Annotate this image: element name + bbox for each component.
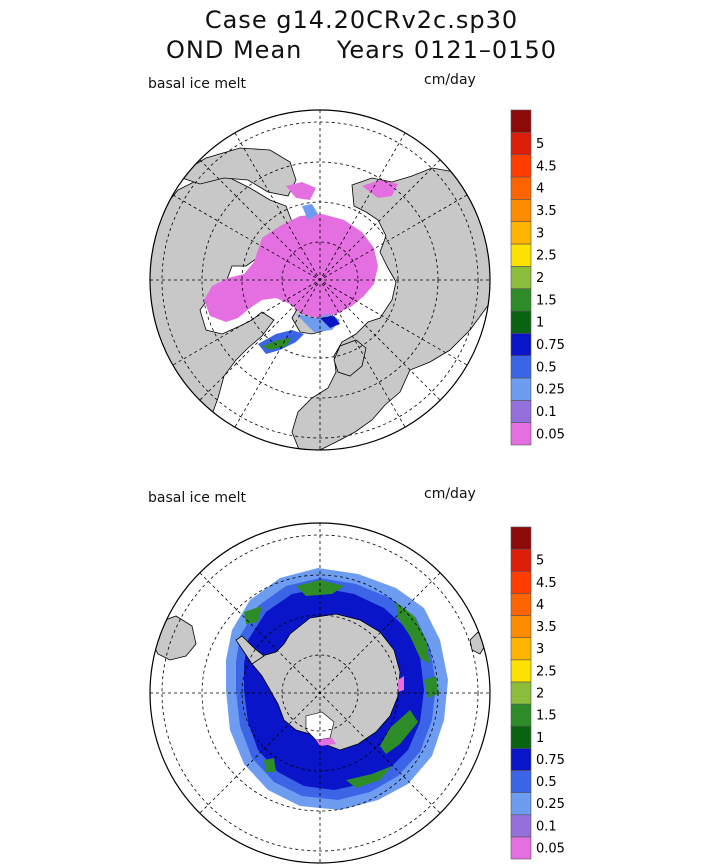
north-colorbar-swatch: [510, 333, 532, 356]
north-colorbar-label: 4: [536, 182, 544, 197]
south-colorbar-label: 3.5: [536, 620, 557, 635]
north-colorbar-swatch: [510, 377, 532, 401]
north-colorbar-label: 2: [536, 271, 544, 286]
figure-title-line2: OND Mean Years 0121–0150: [166, 36, 557, 64]
north-colorbar-swatch: [510, 132, 532, 155]
south-melt-wilkes-green: [380, 710, 418, 754]
north-melt-chukchi: [362, 180, 398, 198]
north-colorbar-label: 0.05: [536, 427, 565, 442]
south-colorbar-label: 1.5: [536, 709, 557, 724]
south-colorbar-swatch: [510, 659, 532, 683]
north-melt-okhotsk: [302, 204, 318, 220]
south-graticule: [150, 523, 490, 863]
south-colorbar-swatch: [510, 792, 532, 816]
south-colorbar-label: 5: [536, 554, 544, 569]
north-colorbar-swatch: [510, 266, 532, 289]
north-colorbar-label: 0.75: [536, 338, 565, 353]
north-land-scandinavia: [333, 339, 367, 377]
north-colorbar-swatch: [510, 176, 532, 200]
south-colorbar-swatch: [510, 814, 532, 838]
north-colorbar-label: 1: [536, 316, 544, 331]
south-map-boundary: [149, 522, 491, 864]
south-colorbar-label: 3: [536, 642, 544, 657]
south-colorbar-label: 1: [536, 731, 544, 746]
south-colorbar-label: 4.5: [536, 576, 557, 591]
north-graticule: [150, 110, 490, 450]
north-colorbar-swatch: [510, 355, 532, 379]
north-colorbar-swatch: [510, 243, 532, 267]
south-colorbar-swatch: [510, 725, 532, 749]
south-colorbar-swatch: [510, 637, 532, 661]
south-melt-weddell-green: [296, 580, 344, 596]
south-colorbar: 0.05 0.1 0.25 0.5 0.75 1 1.5 2 2.5 3 3.5 4 4.5 5: [510, 526, 565, 860]
south-colorbar-swatch: [510, 570, 532, 594]
south-colorbar-swatch: [510, 548, 532, 572]
south-melt-amundsen-green: [264, 758, 276, 772]
south-colorbar-swatch: [510, 681, 532, 705]
south-colorbar-label: 0.05: [536, 841, 565, 856]
north-colorbar-label: 2.5: [536, 249, 557, 264]
south-colorbar-label: 2.5: [536, 664, 557, 679]
south-melt-bellingshausen-green: [244, 606, 262, 624]
north-colorbar-label: 0.5: [536, 360, 557, 375]
south-land-antarctic-peninsula: [235, 635, 265, 665]
north-colorbar: 0.05 0.1 0.25 0.5 0.75 1 1.5 2 2.5 3 3.5 4 4.5 5: [510, 109, 565, 446]
south-shelf-edge-pink: [316, 738, 336, 746]
south-colorbar-label: 0.5: [536, 775, 557, 790]
south-polar-map: [149, 522, 491, 864]
north-colorbar-label: 3: [536, 226, 544, 241]
south-units-label: cm/day: [424, 486, 476, 502]
north-polar-map: [149, 109, 491, 451]
north-melt-central-arctic: [204, 214, 378, 322]
south-shelf-edge-pink-2: [398, 676, 404, 692]
north-colorbar-swatch: [510, 154, 532, 178]
north-colorbar-swatch: [510, 310, 532, 334]
north-melt-bering: [286, 182, 316, 200]
north-colorbar-label: 0.25: [536, 383, 565, 398]
north-units-label: cm/day: [424, 72, 476, 88]
south-colorbar-swatch: [510, 526, 532, 550]
south-colorbar-label: 2: [536, 687, 544, 702]
south-colorbar-swatch: [510, 836, 532, 860]
north-colorbar-swatch: [510, 221, 532, 245]
south-colorbar-label: 4: [536, 598, 544, 613]
north-colorbar-label: 0.1: [536, 405, 557, 420]
figure-title-line1: Case g14.20CRv2c.sp30: [204, 6, 519, 34]
south-colorbar-swatch: [510, 748, 532, 771]
south-colorbar-swatch: [510, 770, 532, 793]
north-colorbar-swatch: [510, 400, 532, 423]
south-colorbar-label: 0.1: [536, 819, 557, 834]
south-colorbar-label: 0.25: [536, 797, 565, 812]
north-map-boundary: [149, 109, 491, 451]
north-colorbar-label: 4.5: [536, 159, 557, 174]
south-colorbar-swatch: [510, 703, 532, 727]
south-melt-east-green: [424, 676, 438, 698]
south-shelf-ross: [305, 711, 335, 741]
north-colorbar-label: 3.5: [536, 204, 557, 219]
south-melt-ross-green: [346, 766, 392, 788]
north-colorbar-label: 1.5: [536, 293, 557, 308]
north-colorbar-swatch: [510, 109, 532, 133]
north-colorbar-swatch: [510, 199, 532, 222]
south-variable-label: basal ice melt: [148, 490, 246, 506]
south-melt-indian-green: [396, 602, 430, 664]
north-variable-label: basal ice melt: [148, 76, 246, 92]
north-colorbar-swatch: [510, 422, 532, 446]
south-colorbar-label: 0.75: [536, 753, 565, 768]
south-land-australia-tip: [469, 631, 487, 655]
south-colorbar-swatch: [510, 593, 532, 616]
south-colorbar-swatch: [510, 615, 532, 638]
north-colorbar-label: 5: [536, 137, 544, 152]
north-colorbar-swatch: [510, 288, 532, 312]
north-melt-greenland-sea: [320, 316, 340, 328]
